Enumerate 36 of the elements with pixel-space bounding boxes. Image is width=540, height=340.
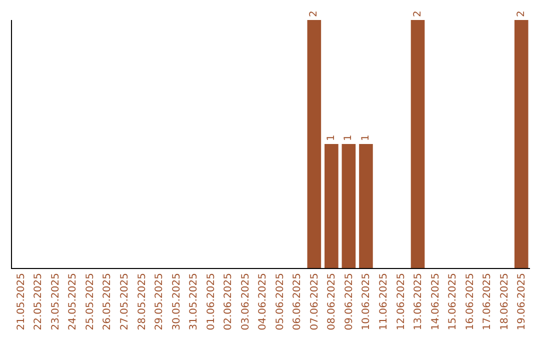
x-tick-label: 01.06.2025 — [206, 273, 217, 330]
data-label: 1 — [360, 134, 372, 141]
x-tick-label: 21.05.2025 — [16, 273, 27, 330]
x-tick-label: 09.06.2025 — [344, 273, 355, 330]
x-tick-label: 30.05.2025 — [171, 273, 182, 330]
x-tick-label: 13.06.2025 — [413, 273, 424, 330]
x-tick-label: 11.06.2025 — [378, 273, 390, 330]
x-tick-label: 10.06.2025 — [361, 273, 372, 330]
x-tick-label: 23.05.2025 — [50, 273, 62, 330]
x-tick-label: 07.06.2025 — [309, 273, 320, 330]
x-tick-label: 24.05.2025 — [68, 273, 79, 330]
x-tick-label: 14.06.2025 — [430, 273, 442, 330]
x-tick-label: 04.06.2025 — [258, 273, 269, 330]
x-tick-label: 16.06.2025 — [464, 273, 476, 330]
x-tick-label: 02.06.2025 — [223, 273, 234, 330]
x-tick-label: 25.05.2025 — [84, 273, 96, 330]
x-tick-label: 05.06.2025 — [274, 273, 286, 330]
data-label: 1 — [343, 134, 354, 141]
x-tick-label: 18.06.2025 — [499, 273, 510, 330]
x-tick-label: 17.06.2025 — [482, 273, 494, 330]
data-label: 2 — [308, 10, 320, 17]
x-tick-label: 03.06.2025 — [240, 273, 252, 330]
x-tick-label: 12.06.2025 — [396, 273, 407, 330]
x-tick-label: 27.05.2025 — [119, 273, 130, 330]
x-tick-label: 08.06.2025 — [326, 273, 338, 330]
x-tick-label: 31.05.2025 — [188, 273, 200, 330]
data-label: 2 — [412, 10, 424, 17]
data-label: 2 — [516, 10, 527, 17]
x-tick-label: 15.06.2025 — [448, 273, 459, 330]
x-tick-label: 06.06.2025 — [292, 273, 304, 330]
x-tick-label: 26.05.2025 — [102, 273, 114, 330]
x-tick-label: 29.05.2025 — [154, 273, 166, 330]
data-label: 1 — [326, 134, 337, 141]
x-tick-label: 19.06.2025 — [516, 273, 528, 330]
x-tick-label: 22.05.2025 — [33, 273, 44, 330]
x-tick-label: 28.05.2025 — [136, 273, 148, 330]
